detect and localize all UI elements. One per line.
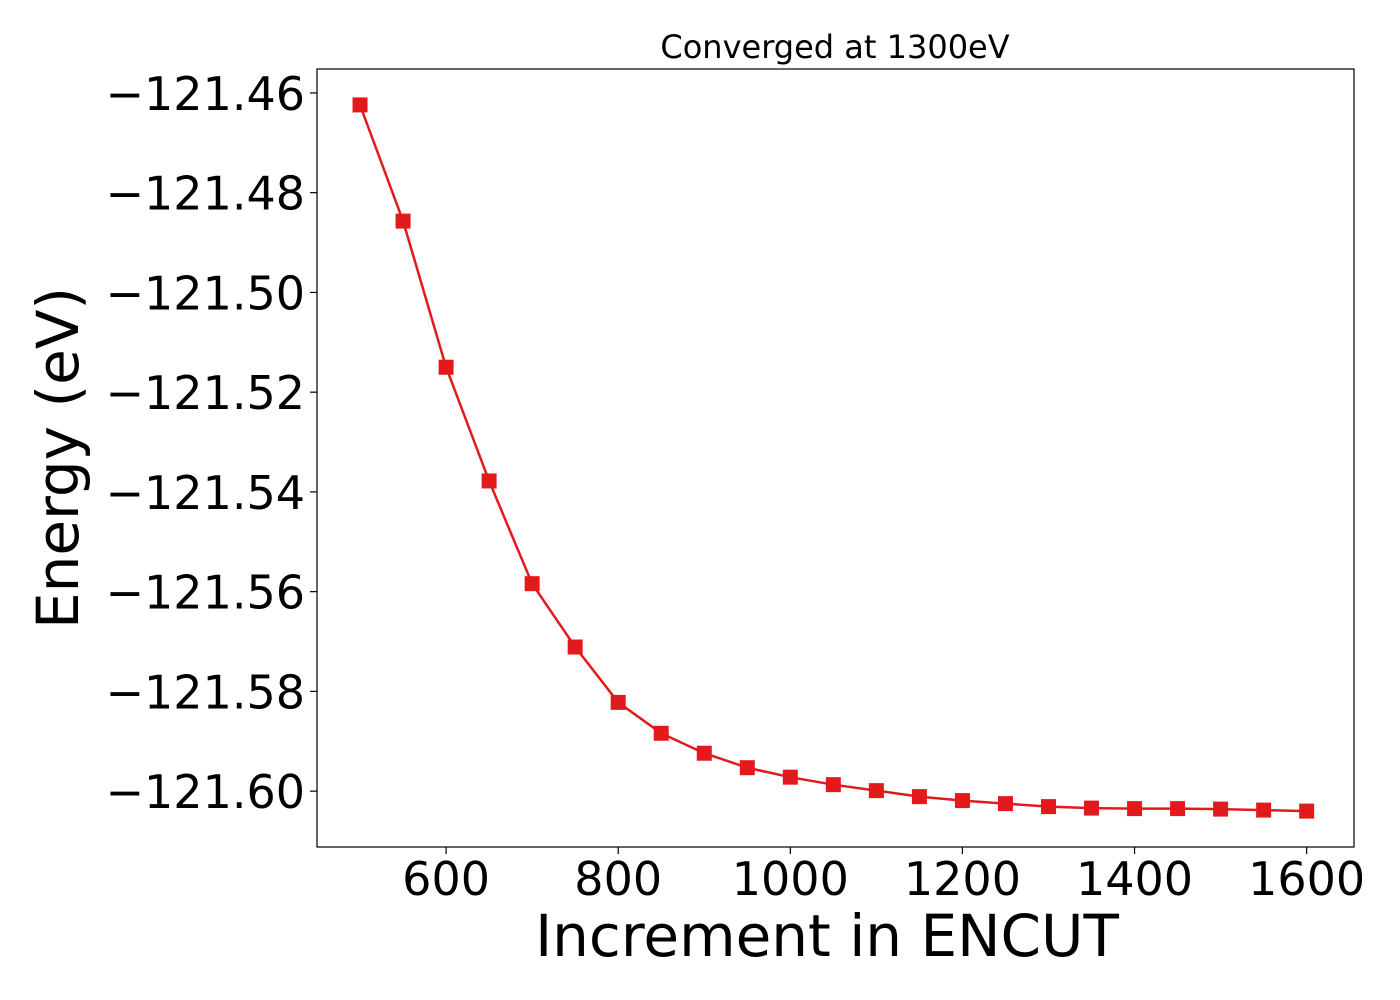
y-tick-label: −121.50: [106, 266, 306, 320]
y-tick-label: −121.52: [106, 366, 306, 420]
data-point-marker: [352, 97, 368, 113]
y-tick-label: −121.60: [106, 765, 306, 819]
y-tick-label: −121.56: [106, 566, 306, 620]
data-point-marker: [696, 745, 712, 761]
data-point-marker: [997, 796, 1013, 812]
data-point-marker: [1040, 799, 1056, 815]
y-tick-label: −121.58: [106, 665, 306, 719]
x-tick-label: 1200: [904, 852, 1021, 906]
data-point-marker: [1299, 803, 1315, 819]
x-axis: 600 800 1000 1200 1400 1600: [402, 847, 1365, 906]
data-point-marker: [1256, 802, 1272, 818]
data-point-marker: [825, 777, 841, 793]
y-axis: −121.46 −121.48 −121.50 −121.52 −121.54 −121.…: [106, 67, 317, 819]
data-point-marker: [438, 359, 454, 375]
data-point-marker: [567, 639, 583, 655]
data-point-marker: [911, 789, 927, 805]
data-point-marker: [1170, 801, 1186, 817]
x-tick-label: 600: [402, 852, 490, 906]
x-tick-label: 1000: [732, 852, 849, 906]
data-point-marker: [1213, 801, 1229, 817]
data-series: [352, 97, 1315, 819]
data-point-marker: [739, 760, 755, 776]
data-point-marker: [782, 769, 798, 785]
data-point-marker: [954, 793, 970, 809]
y-tick-label: −121.48: [106, 167, 306, 221]
x-axis-label: Increment in ENCUT: [535, 902, 1119, 970]
y-axis-label: Energy (eV): [24, 287, 92, 629]
data-point-marker: [868, 783, 884, 799]
data-point-marker: [610, 694, 626, 710]
x-tick-label: 1600: [1248, 852, 1365, 906]
data-point-marker: [524, 576, 540, 592]
data-point-marker: [1084, 800, 1100, 816]
plot-frame: [316, 68, 1355, 848]
data-point-marker: [1127, 801, 1143, 817]
plot-area: [316, 68, 1355, 848]
data-point-marker: [395, 213, 411, 229]
data-point-marker: [653, 725, 669, 741]
y-tick-label: −121.46: [106, 67, 306, 121]
chart-title: Converged at 1300eV: [660, 28, 1009, 66]
data-point-marker: [481, 473, 497, 489]
y-tick-label: −121.54: [106, 466, 306, 520]
x-tick-label: 1400: [1076, 852, 1193, 906]
x-tick-label: 800: [574, 852, 662, 906]
